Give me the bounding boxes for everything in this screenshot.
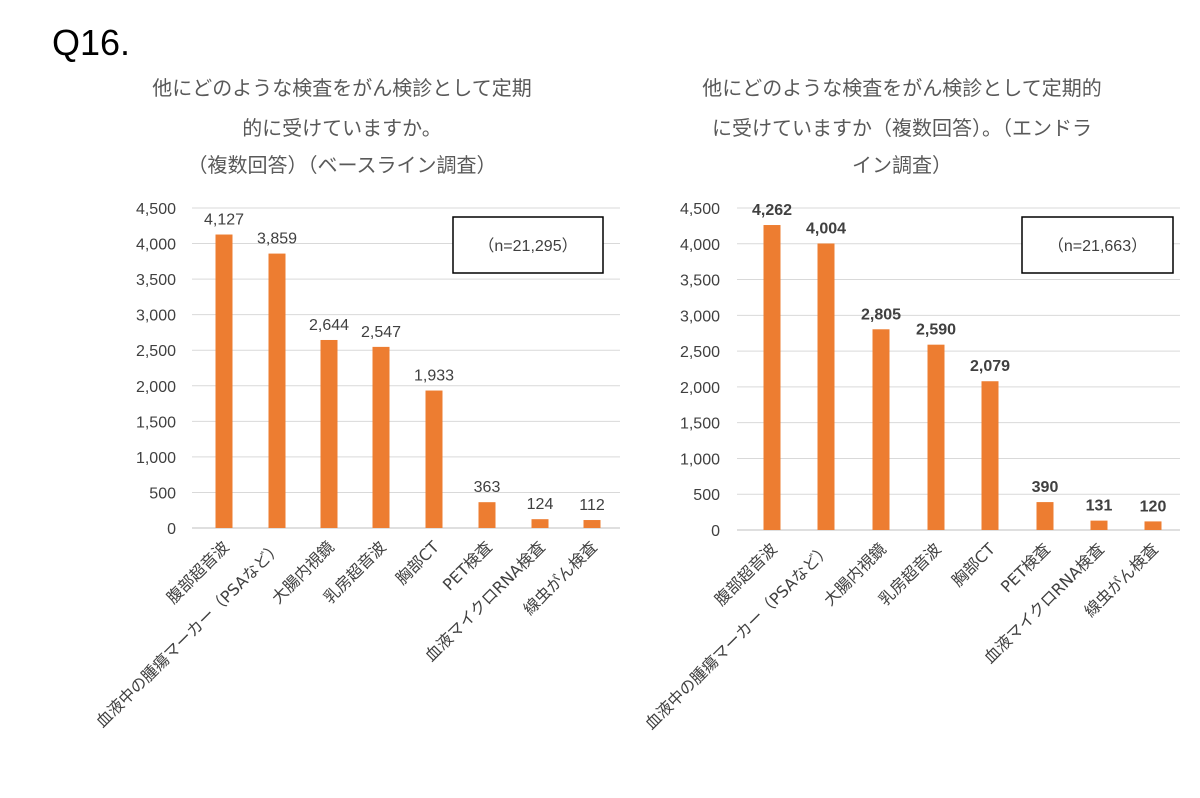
bar [215, 234, 233, 528]
y-tick-label: 500 [149, 485, 176, 502]
data-label: 131 [1086, 498, 1113, 515]
data-label: 124 [527, 496, 554, 513]
data-label: 3,859 [257, 231, 297, 248]
y-tick-label: 2,500 [136, 343, 176, 360]
bar [372, 346, 390, 528]
data-label: 363 [474, 479, 501, 496]
y-tick-label: 0 [711, 523, 720, 540]
y-tick-label: 500 [693, 487, 720, 504]
question-number: Q16. [52, 22, 131, 63]
bar [1036, 502, 1054, 530]
y-tick-label: 1,000 [136, 450, 176, 467]
y-tick-label: 2,000 [680, 380, 720, 397]
y-tick-label: 4,000 [680, 237, 720, 254]
bar [1090, 520, 1108, 530]
annotation-box [1021, 216, 1174, 274]
bar [1144, 521, 1162, 530]
data-label: 390 [1032, 479, 1059, 496]
bar [268, 253, 286, 529]
data-label: 4,127 [204, 212, 244, 229]
y-tick-label: 2,500 [680, 344, 720, 361]
bar [981, 381, 999, 530]
y-tick-label: 3,500 [136, 272, 176, 289]
y-tick-label: 3,000 [136, 308, 176, 325]
data-label: 4,262 [752, 202, 792, 219]
data-label: 1,933 [414, 368, 454, 385]
bar [320, 339, 338, 528]
sample-size-annotation: （n=21,663） [1048, 237, 1147, 255]
chart-title-line: （複数回答）（ベースライン調査） [188, 153, 497, 177]
chart-title-line: 他にどのような検査をがん検診として定期的 [702, 76, 1101, 100]
y-tick-label: 1,500 [680, 416, 720, 433]
category-label: 胸部CT [948, 539, 999, 590]
bar [478, 502, 496, 528]
bar [817, 243, 835, 530]
bar [531, 519, 549, 528]
y-tick-label: 4,500 [136, 201, 176, 218]
y-tick-label: 3,500 [680, 273, 720, 290]
bar [583, 520, 601, 528]
annotation-box [452, 216, 604, 274]
sample-size-annotation: （n=21,295） [478, 237, 577, 255]
data-label: 2,547 [361, 324, 401, 341]
category-label: 胸部CT [392, 537, 443, 588]
data-label: 2,805 [861, 306, 901, 323]
chart-title-line: 的に受けていますか。 [242, 116, 442, 140]
chart-2: 他にどのような検査をがん検診として定期的に受けていますか（複数回答）。（エンドラ… [641, 76, 1180, 733]
bar [425, 390, 443, 528]
data-label: 2,644 [309, 317, 349, 334]
data-label: 2,590 [916, 322, 956, 339]
y-tick-label: 4,500 [680, 201, 720, 218]
data-label: 2,079 [970, 358, 1010, 375]
y-tick-label: 1,000 [680, 451, 720, 468]
y-tick-label: 2,000 [136, 379, 176, 396]
bar [872, 329, 890, 530]
data-label: 120 [1140, 498, 1167, 515]
bar [763, 225, 781, 531]
bar [927, 344, 945, 530]
data-label: 112 [579, 497, 605, 514]
chart-title-line: 他にどのような検査をがん検診として定期 [152, 76, 531, 100]
y-tick-label: 1,500 [136, 414, 176, 431]
y-tick-label: 4,000 [136, 237, 176, 254]
y-tick-label: 3,000 [680, 308, 720, 325]
chart-title-line: イン調査） [852, 153, 952, 177]
chart-title-line: に受けていますか（複数回答）。（エンドラ [712, 116, 1092, 140]
data-label: 4,004 [806, 220, 846, 237]
y-tick-label: 0 [167, 521, 176, 538]
